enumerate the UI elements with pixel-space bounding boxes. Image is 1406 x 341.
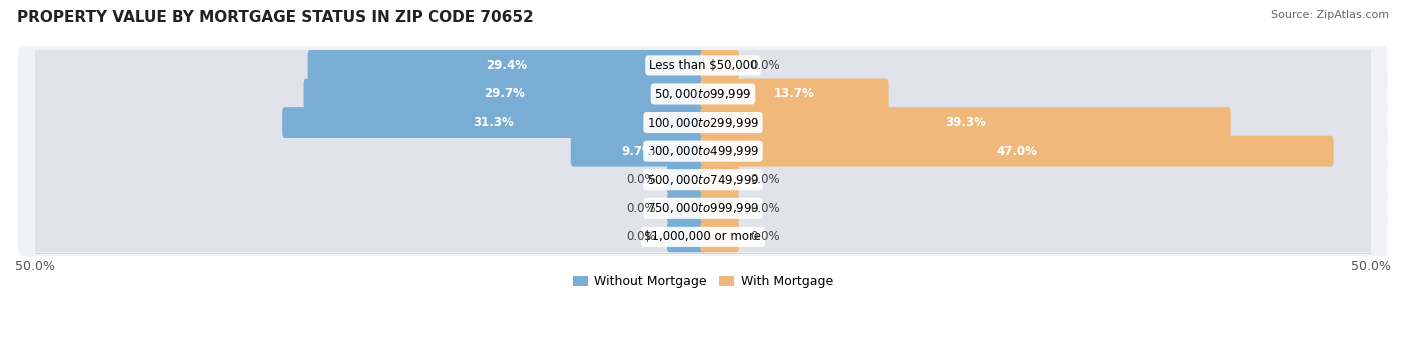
Text: 47.0%: 47.0% — [997, 145, 1038, 158]
Text: 0.0%: 0.0% — [749, 202, 779, 215]
Text: $500,000 to $749,999: $500,000 to $749,999 — [647, 173, 759, 187]
FancyBboxPatch shape — [700, 136, 1334, 166]
FancyBboxPatch shape — [700, 164, 740, 195]
Text: 9.7%: 9.7% — [621, 145, 655, 158]
FancyBboxPatch shape — [32, 107, 706, 138]
FancyBboxPatch shape — [283, 107, 706, 138]
FancyBboxPatch shape — [32, 193, 706, 224]
FancyBboxPatch shape — [18, 218, 1388, 256]
FancyBboxPatch shape — [666, 164, 706, 195]
FancyBboxPatch shape — [18, 46, 1388, 85]
FancyBboxPatch shape — [700, 107, 1374, 138]
FancyBboxPatch shape — [18, 75, 1388, 113]
FancyBboxPatch shape — [18, 161, 1388, 199]
Text: 0.0%: 0.0% — [627, 202, 657, 215]
FancyBboxPatch shape — [308, 50, 706, 81]
Text: $100,000 to $299,999: $100,000 to $299,999 — [647, 116, 759, 130]
FancyBboxPatch shape — [18, 132, 1388, 170]
FancyBboxPatch shape — [18, 189, 1388, 227]
Text: 0.0%: 0.0% — [749, 231, 779, 243]
Text: 31.3%: 31.3% — [474, 116, 515, 129]
FancyBboxPatch shape — [32, 78, 706, 109]
FancyBboxPatch shape — [304, 78, 706, 109]
Text: Less than $50,000: Less than $50,000 — [648, 59, 758, 72]
Text: 0.0%: 0.0% — [627, 173, 657, 186]
Text: $1,000,000 or more: $1,000,000 or more — [644, 231, 762, 243]
FancyBboxPatch shape — [700, 136, 1374, 166]
FancyBboxPatch shape — [18, 103, 1388, 142]
FancyBboxPatch shape — [666, 221, 706, 252]
Text: 0.0%: 0.0% — [627, 231, 657, 243]
FancyBboxPatch shape — [700, 107, 1230, 138]
Text: 0.0%: 0.0% — [749, 59, 779, 72]
Text: 0.0%: 0.0% — [749, 173, 779, 186]
Text: $750,000 to $999,999: $750,000 to $999,999 — [647, 201, 759, 215]
FancyBboxPatch shape — [32, 136, 706, 166]
FancyBboxPatch shape — [700, 221, 1374, 252]
Text: 29.7%: 29.7% — [484, 88, 524, 101]
Text: 29.4%: 29.4% — [486, 59, 527, 72]
FancyBboxPatch shape — [700, 50, 740, 81]
Text: 39.3%: 39.3% — [945, 116, 986, 129]
FancyBboxPatch shape — [700, 193, 1374, 224]
Text: 13.7%: 13.7% — [775, 88, 815, 101]
FancyBboxPatch shape — [32, 50, 706, 81]
FancyBboxPatch shape — [700, 78, 889, 109]
FancyBboxPatch shape — [571, 136, 706, 166]
Legend: Without Mortgage, With Mortgage: Without Mortgage, With Mortgage — [568, 270, 838, 293]
FancyBboxPatch shape — [700, 221, 740, 252]
Text: PROPERTY VALUE BY MORTGAGE STATUS IN ZIP CODE 70652: PROPERTY VALUE BY MORTGAGE STATUS IN ZIP… — [17, 10, 534, 25]
Text: Source: ZipAtlas.com: Source: ZipAtlas.com — [1271, 10, 1389, 20]
FancyBboxPatch shape — [32, 164, 706, 195]
FancyBboxPatch shape — [32, 221, 706, 252]
FancyBboxPatch shape — [700, 164, 1374, 195]
FancyBboxPatch shape — [700, 50, 1374, 81]
Text: $300,000 to $499,999: $300,000 to $499,999 — [647, 144, 759, 158]
FancyBboxPatch shape — [666, 193, 706, 224]
FancyBboxPatch shape — [700, 193, 740, 224]
FancyBboxPatch shape — [700, 78, 1374, 109]
Text: $50,000 to $99,999: $50,000 to $99,999 — [654, 87, 752, 101]
